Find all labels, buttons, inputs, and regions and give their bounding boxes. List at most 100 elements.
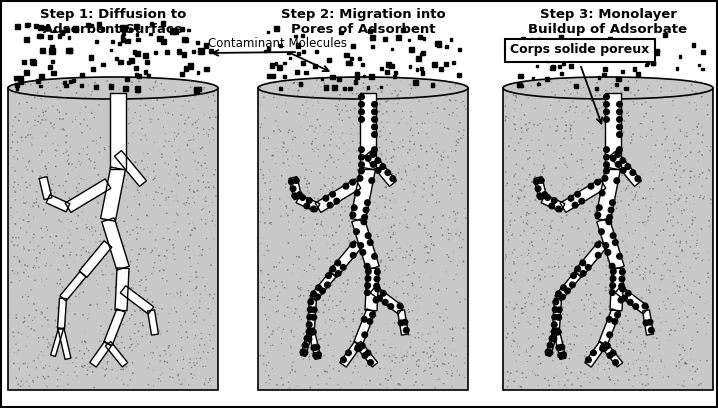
Point — [13, 329, 24, 336]
Bar — [161, 39, 166, 44]
Point — [421, 148, 432, 155]
Point — [355, 105, 366, 112]
Point — [255, 205, 266, 211]
Point — [676, 298, 688, 304]
Point — [127, 370, 139, 377]
Point — [322, 369, 333, 375]
Point — [386, 205, 397, 212]
Point — [295, 284, 307, 291]
Bar — [301, 61, 304, 65]
Point — [204, 377, 215, 384]
Point — [701, 357, 713, 364]
Point — [134, 202, 145, 208]
Point — [355, 256, 367, 262]
Point — [199, 283, 210, 290]
Point — [680, 153, 691, 160]
Point — [340, 179, 351, 185]
Point — [326, 154, 337, 161]
Point — [547, 351, 559, 358]
Bar — [550, 66, 554, 70]
Point — [604, 377, 615, 383]
Point — [679, 282, 690, 289]
Point — [83, 156, 95, 162]
Point — [80, 222, 92, 228]
Point — [148, 202, 159, 208]
Point — [136, 96, 147, 103]
Point — [37, 107, 48, 113]
Polygon shape — [615, 286, 648, 314]
Point — [288, 80, 299, 86]
Point — [56, 244, 67, 250]
Point — [684, 180, 695, 187]
Point — [539, 273, 551, 280]
Point — [559, 263, 571, 269]
Point — [403, 161, 414, 168]
Point — [382, 370, 393, 377]
Point — [450, 271, 462, 278]
Bar — [66, 48, 72, 53]
Circle shape — [359, 109, 364, 115]
Point — [192, 160, 204, 166]
Point — [307, 322, 319, 329]
Point — [287, 162, 299, 168]
Point — [631, 266, 643, 273]
Point — [366, 238, 378, 245]
Point — [14, 367, 25, 373]
Point — [505, 343, 517, 350]
Point — [108, 92, 119, 98]
Point — [141, 212, 153, 219]
Point — [589, 313, 600, 319]
Point — [674, 259, 686, 266]
Bar — [651, 61, 655, 64]
Point — [667, 273, 679, 280]
Point — [50, 153, 61, 159]
Point — [355, 217, 366, 224]
Point — [255, 166, 266, 173]
Point — [537, 330, 549, 337]
Point — [681, 241, 692, 247]
Point — [167, 242, 179, 248]
Point — [388, 146, 400, 153]
Bar — [197, 71, 200, 74]
Bar — [579, 47, 581, 50]
Point — [359, 95, 370, 102]
Point — [183, 137, 195, 144]
Point — [107, 186, 118, 192]
Point — [180, 174, 192, 181]
Point — [588, 203, 600, 209]
Point — [287, 180, 299, 187]
Point — [290, 306, 302, 312]
Point — [25, 125, 37, 131]
Point — [297, 161, 308, 167]
Point — [204, 331, 215, 338]
Point — [11, 272, 23, 278]
Point — [623, 278, 634, 285]
Circle shape — [372, 132, 377, 137]
Circle shape — [561, 352, 567, 357]
Point — [155, 378, 167, 384]
Point — [50, 173, 61, 180]
Point — [345, 107, 356, 113]
Point — [521, 148, 532, 154]
Point — [12, 156, 24, 162]
Point — [351, 148, 363, 154]
Bar — [30, 59, 35, 64]
Point — [455, 135, 467, 142]
Point — [90, 214, 102, 220]
Point — [601, 262, 612, 269]
Point — [209, 98, 220, 104]
Point — [202, 305, 214, 312]
Point — [258, 194, 270, 200]
Point — [510, 170, 522, 177]
Point — [401, 349, 413, 355]
Polygon shape — [39, 177, 52, 200]
Point — [513, 86, 525, 92]
Point — [602, 196, 613, 202]
Point — [37, 207, 49, 213]
Point — [336, 204, 348, 210]
Circle shape — [358, 168, 364, 174]
Point — [92, 261, 103, 268]
Point — [52, 383, 63, 390]
Point — [397, 254, 409, 261]
Point — [125, 120, 136, 126]
